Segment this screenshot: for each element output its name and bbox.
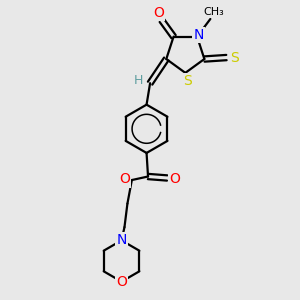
Text: S: S xyxy=(183,74,192,88)
Text: O: O xyxy=(116,275,127,289)
Text: N: N xyxy=(116,233,127,247)
Text: H: H xyxy=(134,74,144,87)
Text: S: S xyxy=(230,50,239,64)
Text: O: O xyxy=(119,172,130,186)
Text: O: O xyxy=(169,172,180,186)
Text: N: N xyxy=(194,28,204,42)
Text: O: O xyxy=(153,6,164,20)
Text: CH₃: CH₃ xyxy=(203,8,224,17)
